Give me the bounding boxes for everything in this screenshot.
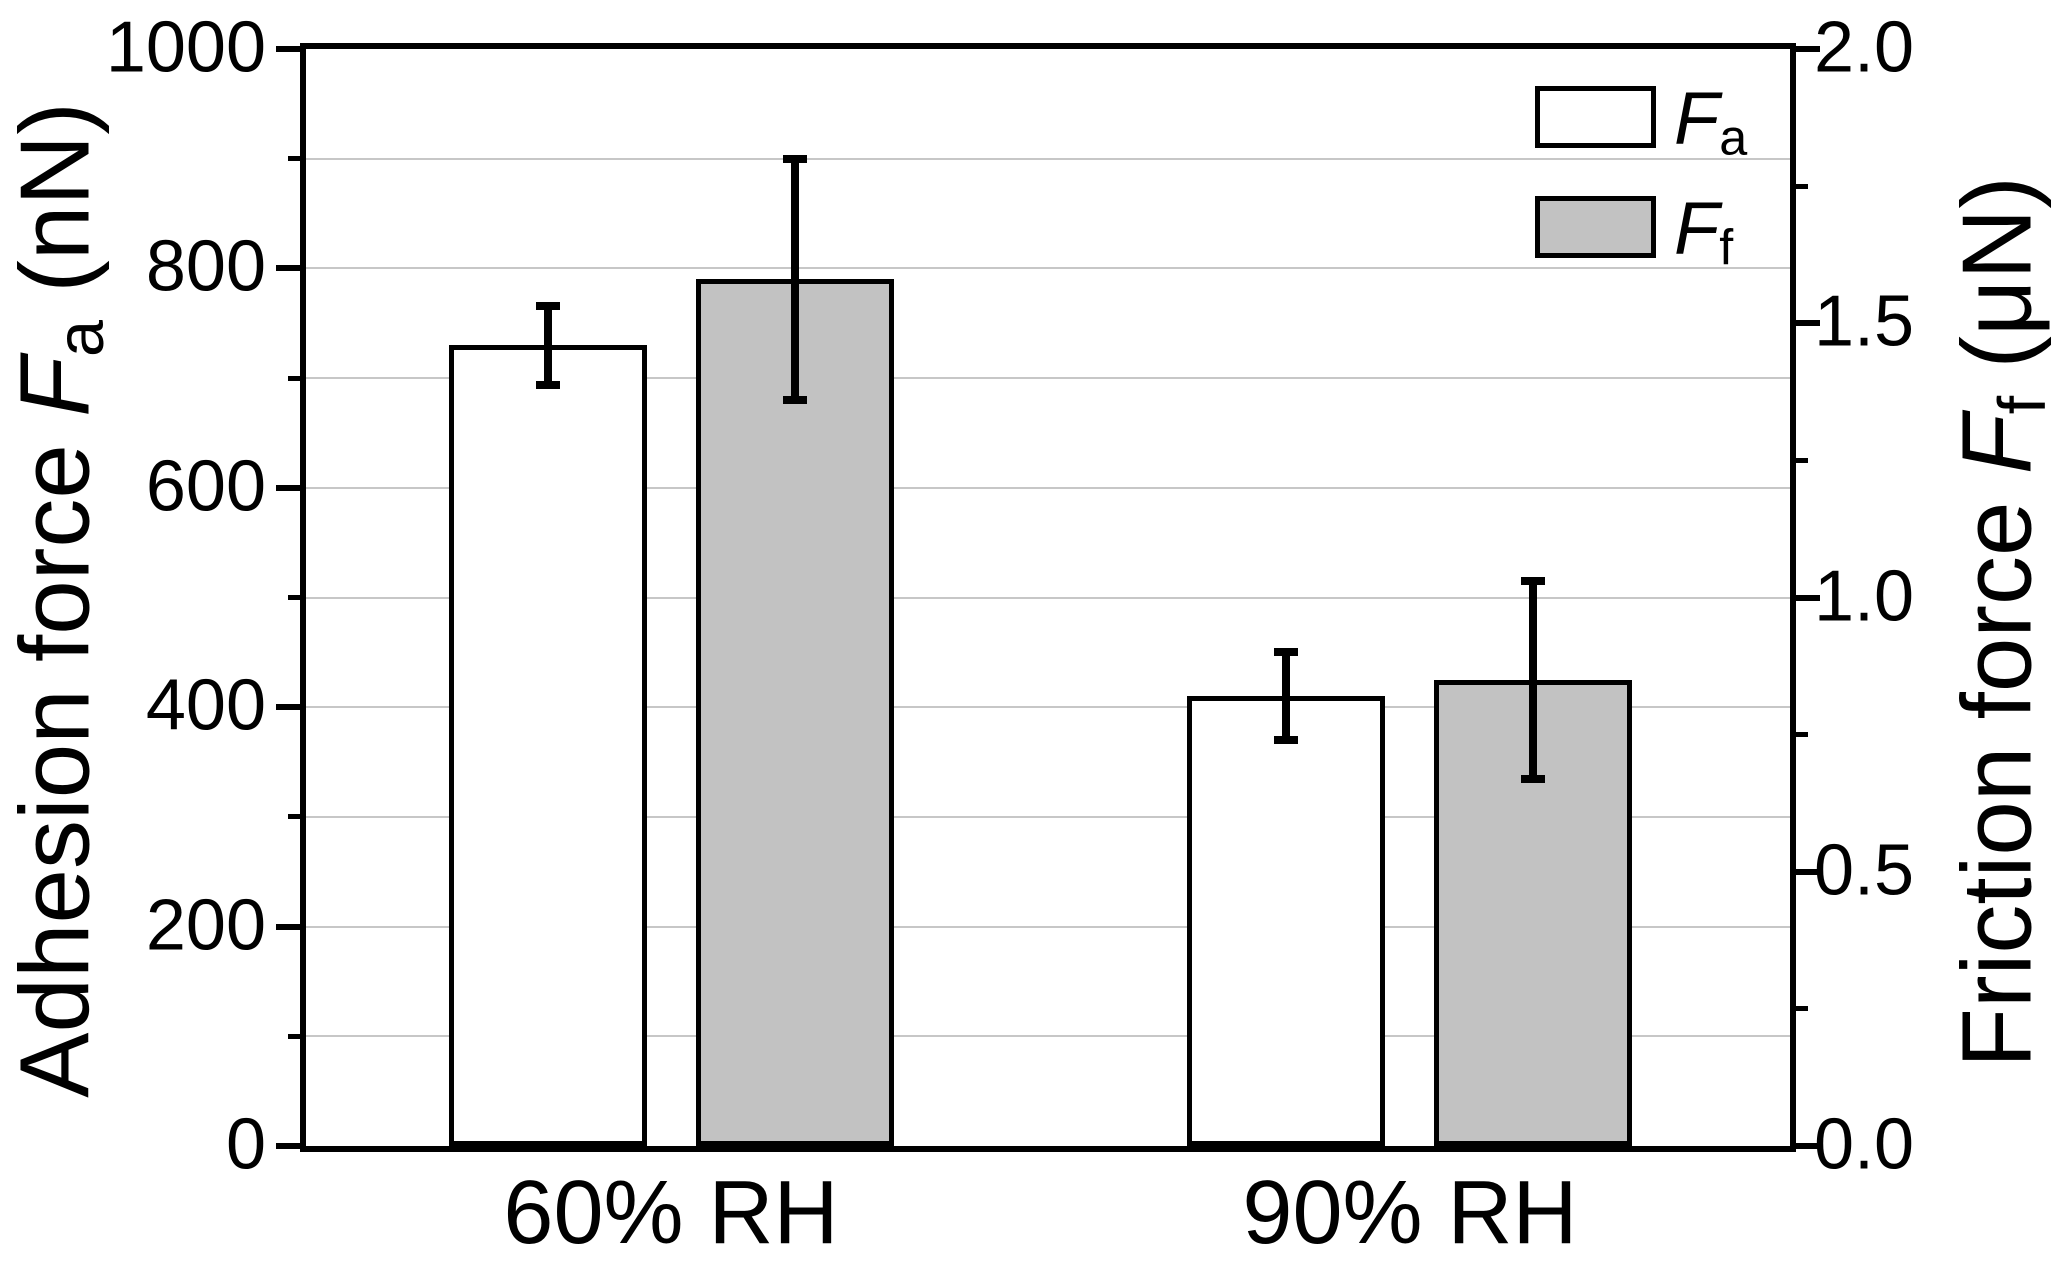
y-tick-left-minor <box>288 156 300 162</box>
gridline-300 <box>306 815 1790 818</box>
y-tick-right-major <box>1796 46 1820 52</box>
y-tick-left-major <box>276 484 300 491</box>
left-axis-symbol-sub: a <box>44 319 119 357</box>
error-bar-cap-bottom <box>1521 774 1545 783</box>
legend-label-fa: Fa <box>1674 81 1747 162</box>
y-tick-label-right: 0.0 <box>1814 1104 1915 1185</box>
legend-swatch-fa <box>1535 86 1656 148</box>
right-axis-symbol-sub: f <box>1986 395 2061 415</box>
y-tick-left-major <box>276 265 300 272</box>
error-bar-cap-top <box>1274 648 1298 657</box>
gridline-700 <box>306 377 1790 380</box>
y-tick-right-minor <box>1796 1006 1808 1012</box>
legend-ff-symbol: F <box>1674 186 1720 270</box>
bar-ff-60rh <box>695 279 894 1146</box>
y-tick-label-left: 1000 <box>105 7 266 88</box>
right-axis-title-unit: (μN) <box>1941 176 2052 396</box>
error-bar-line <box>543 305 552 385</box>
y-tick-left-major <box>276 923 300 930</box>
y-tick-right-minor <box>1796 732 1808 738</box>
left-axis-title: Adhesion force Fa (nN) <box>0 102 118 1098</box>
y-tick-label-right: 1.5 <box>1814 281 1915 362</box>
left-axis-symbol: F <box>0 356 110 417</box>
legend-ff-sub: f <box>1719 218 1734 276</box>
y-tick-right-major <box>1796 868 1820 875</box>
error-bar-line <box>790 158 799 401</box>
y-tick-label-left: 400 <box>145 665 266 746</box>
y-tick-left-major <box>276 704 300 711</box>
gridline-200 <box>306 925 1790 928</box>
y-tick-right-major <box>1796 320 1820 327</box>
y-tick-label-left: 800 <box>145 226 266 307</box>
gridline-600 <box>306 486 1790 489</box>
x-label-90rh: 90% RH <box>1242 1163 1578 1263</box>
y-tick-left-minor <box>288 595 300 600</box>
error-bar-line <box>1529 581 1537 779</box>
legend-swatch-ff <box>1535 196 1656 258</box>
gridline-400 <box>306 706 1790 709</box>
legend-label-ff: Ff <box>1674 191 1733 272</box>
right-axis-symbol: F <box>1941 414 2052 475</box>
y-tick-left-minor <box>288 814 300 820</box>
y-tick-label-left: 200 <box>145 885 266 966</box>
right-axis-title: Friction force Ff (μN) <box>1941 176 2060 1068</box>
y-tick-right-minor <box>1796 183 1808 189</box>
y-tick-label-left: 600 <box>145 446 266 527</box>
y-tick-label-right: 0.5 <box>1814 830 1915 911</box>
y-tick-label-left: 0 <box>225 1104 266 1185</box>
bar-fa-90rh <box>1187 696 1385 1146</box>
gridline-900 <box>306 157 1790 160</box>
y-tick-right-major <box>1796 594 1820 601</box>
error-bar-cap-bottom <box>782 396 807 405</box>
legend-fa-sub: a <box>1719 108 1748 166</box>
left-axis-title-text: Adhesion force <box>0 416 110 1098</box>
error-bar-cap-top <box>782 154 807 163</box>
y-tick-right-major <box>1796 1143 1820 1149</box>
y-tick-left-major <box>276 1143 300 1149</box>
legend-fa-symbol: F <box>1674 76 1720 160</box>
error-bar-cap-top <box>535 301 560 310</box>
error-bar-cap-top <box>1521 577 1545 586</box>
y-tick-right-minor <box>1796 457 1808 463</box>
right-axis-title-text: Friction force <box>1941 474 2052 1068</box>
bar-fa-60rh <box>448 345 647 1146</box>
plot-area <box>300 43 1796 1152</box>
x-label-60rh: 60% RH <box>503 1163 839 1263</box>
y-tick-label-right: 1.0 <box>1814 556 1915 637</box>
gridline-500 <box>306 596 1790 599</box>
gridline-100 <box>306 1035 1790 1038</box>
y-tick-left-minor <box>288 375 300 381</box>
y-tick-left-major <box>276 46 300 52</box>
error-bar-line <box>1282 652 1290 741</box>
y-tick-left-minor <box>288 1033 300 1039</box>
error-bar-cap-bottom <box>1274 736 1298 745</box>
error-bar-cap-bottom <box>535 380 560 389</box>
y-tick-label-right: 2.0 <box>1814 7 1915 88</box>
left-axis-title-unit: (nN) <box>0 102 110 320</box>
gridline-800 <box>306 267 1790 270</box>
